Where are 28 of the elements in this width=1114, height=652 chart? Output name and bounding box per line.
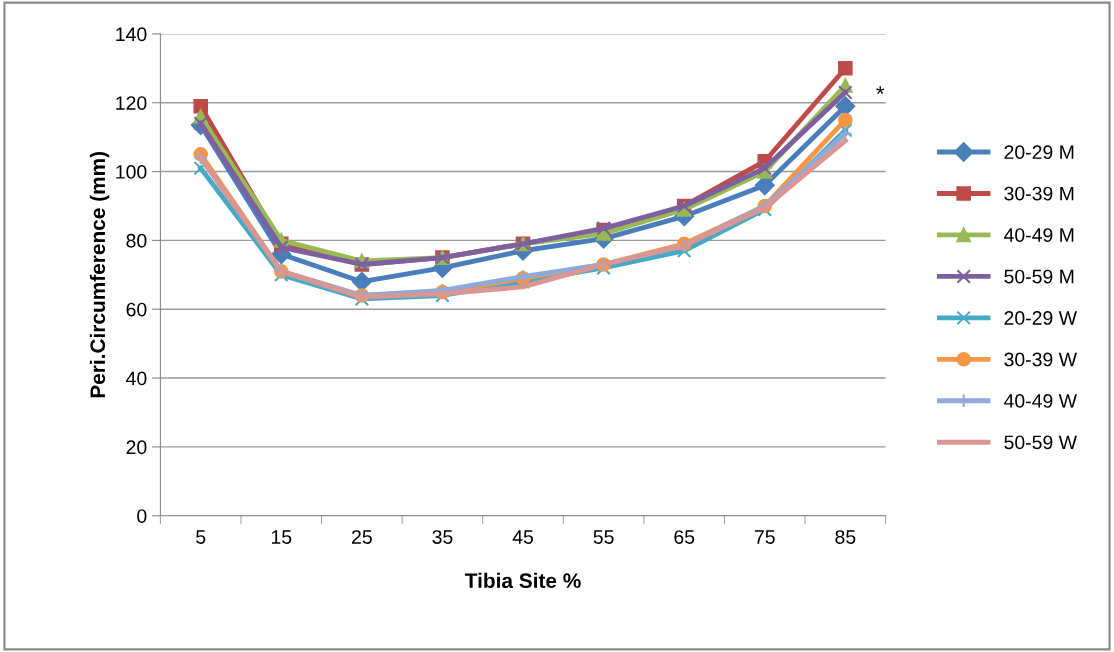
legend-label: 20-29 M bbox=[1004, 145, 1074, 160]
y-tick-label: 0 bbox=[137, 509, 147, 523]
x-tick-label: 65 bbox=[674, 530, 695, 544]
y-tick-label: 120 bbox=[116, 96, 147, 110]
legend-label: 30-39 W bbox=[1004, 352, 1077, 367]
legend-label: 30-39 M bbox=[1004, 186, 1074, 201]
y-tick-label: 100 bbox=[116, 165, 147, 179]
x-tick-label: 35 bbox=[432, 530, 453, 544]
x-axis-title: Tibia Site % bbox=[464, 572, 581, 589]
x-tick-label: 5 bbox=[196, 530, 206, 544]
y-tick-label: 40 bbox=[126, 371, 147, 386]
legend-label: 50-59 W bbox=[1004, 435, 1077, 450]
x-tick-label: 75 bbox=[754, 530, 775, 544]
x-tick-label: 25 bbox=[352, 530, 372, 544]
x-tick-label: 15 bbox=[271, 530, 292, 544]
legend-label: 20-29 W bbox=[1004, 311, 1077, 325]
y-axis-title: Peri.Circumference (mm) bbox=[89, 151, 110, 398]
y-tick-label: 140 bbox=[116, 27, 147, 42]
x-tick-label: 55 bbox=[593, 530, 614, 544]
y-tick-label: 80 bbox=[126, 233, 147, 248]
y-tick-label: 60 bbox=[126, 302, 147, 317]
y-tick-label: 20 bbox=[126, 440, 147, 455]
annotation: * bbox=[876, 86, 885, 95]
legend-label: 50-59 M bbox=[1004, 269, 1074, 284]
legend-label: 40-49 W bbox=[1004, 394, 1077, 408]
legend-label: 40-49 M bbox=[1004, 228, 1074, 242]
x-tick-label: 85 bbox=[835, 530, 856, 544]
x-tick-label: 45 bbox=[512, 530, 534, 544]
